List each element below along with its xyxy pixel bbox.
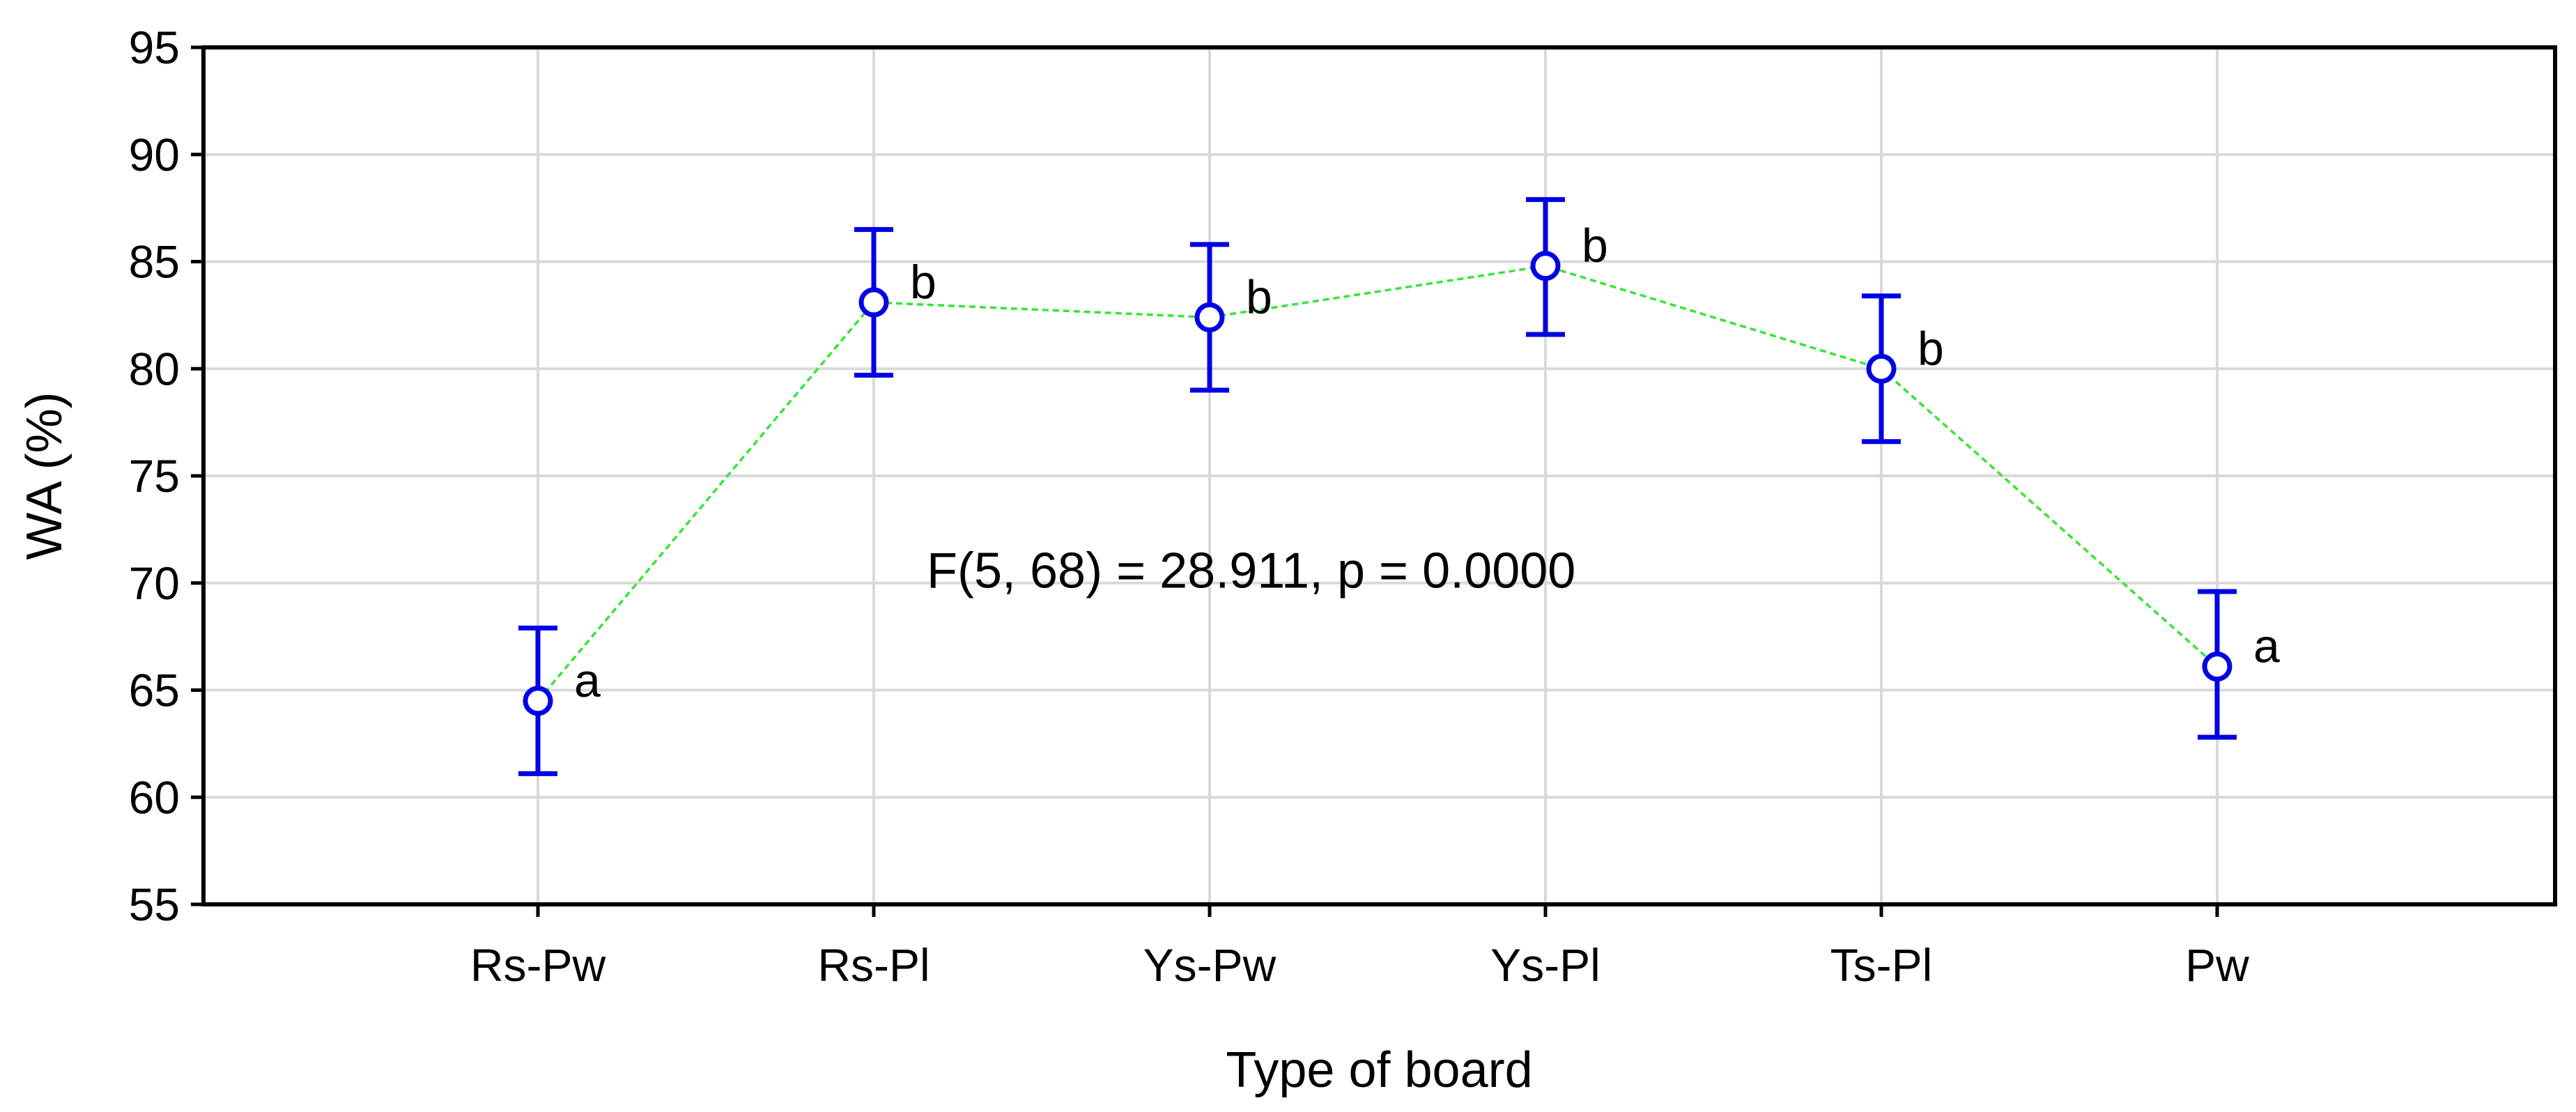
data-point-group: a	[518, 625, 601, 776]
y-tick-label: 85	[129, 236, 180, 288]
series: a b b b b a	[518, 196, 2280, 776]
group-letter-label: b	[910, 256, 936, 309]
y-tick-label: 55	[129, 879, 180, 930]
data-point-group: b	[1862, 293, 1944, 445]
x-tick-label: Ts-Pl	[1830, 939, 1933, 991]
x-axis-ticks: Rs-Pw Rs-Pl Ys-Pw Ys-Pl Ts-Pl Pw	[470, 904, 2249, 991]
x-tick-label: Pw	[2185, 939, 2249, 991]
y-axis-title: WA (%)	[17, 392, 72, 559]
x-tick-label: Rs-Pl	[817, 939, 930, 991]
y-tick-label: 95	[129, 22, 180, 73]
group-letter-label: b	[1582, 219, 1608, 272]
data-point-group: b	[1190, 242, 1272, 393]
data-point-group: a	[2198, 589, 2280, 740]
mean-marker	[1866, 353, 1897, 384]
y-tick-label: 75	[129, 450, 180, 502]
y-tick-label: 90	[129, 129, 180, 180]
anova-annotation: F(5, 68) = 28.911, p = 0.0000	[927, 543, 1575, 599]
y-tick-label: 70	[129, 557, 180, 609]
y-tick-label: 60	[129, 771, 180, 823]
data-point-group: b	[1526, 196, 1608, 337]
mean-marker	[2202, 651, 2232, 682]
mean-marker	[1194, 302, 1225, 332]
data-point-group: b	[854, 226, 936, 378]
x-tick-label: Ys-Pw	[1143, 939, 1277, 991]
mean-marker	[523, 686, 553, 716]
mean-marker	[858, 287, 889, 318]
x-axis-title: Type of board	[1226, 1042, 1532, 1098]
y-axis-ticks: 55 60 65 70 75 80 85 90 95	[129, 22, 203, 930]
group-letter-label: a	[2253, 620, 2280, 673]
x-tick-label: Rs-Pw	[470, 939, 606, 991]
y-tick-label: 80	[129, 343, 180, 394]
mean-marker	[1530, 251, 1561, 281]
series-line	[537, 264, 2219, 702]
group-letter-label: b	[1246, 270, 1272, 323]
y-tick-label: 65	[129, 665, 180, 716]
grid-lines	[203, 46, 2555, 906]
x-tick-label: Ys-Pl	[1490, 939, 1601, 991]
group-letter-label: b	[1918, 322, 1944, 375]
group-letter-label: a	[574, 654, 601, 707]
